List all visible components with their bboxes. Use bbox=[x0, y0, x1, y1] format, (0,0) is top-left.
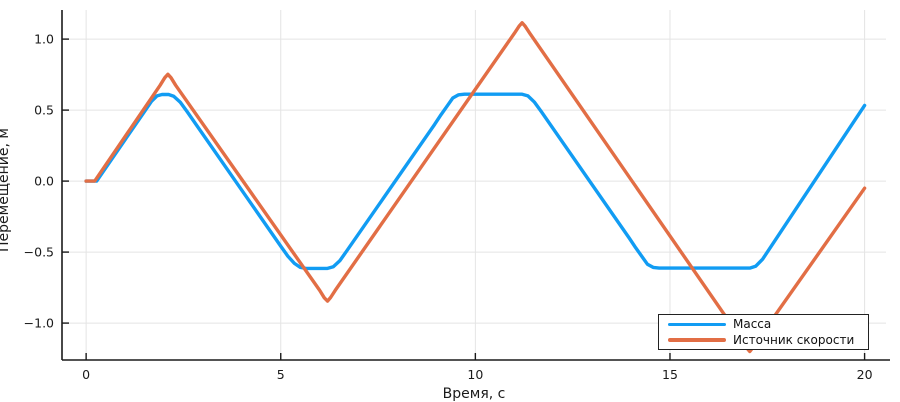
legend-item-massa: Масса bbox=[668, 317, 862, 332]
x-tick-label: 20 bbox=[857, 367, 873, 382]
x-tick-label: 15 bbox=[662, 367, 678, 382]
legend-item-velocity-source: Источник скорости bbox=[668, 333, 862, 348]
legend-swatch-massa bbox=[668, 322, 726, 326]
y-tick-label: −0.5 bbox=[24, 245, 54, 260]
x-axis-label: Время, с bbox=[442, 386, 506, 402]
x-tick-label: 10 bbox=[467, 367, 483, 382]
gridlines bbox=[62, 10, 886, 360]
x-tick-label: 5 bbox=[277, 367, 285, 382]
legend: Масса Источник скорости bbox=[658, 314, 869, 350]
x-tick-label: 0 bbox=[82, 367, 90, 382]
legend-swatch-velocity-source bbox=[668, 338, 726, 342]
y-axis-label: Перемещение, м bbox=[0, 128, 12, 252]
legend-label-massa: Масса bbox=[733, 317, 772, 332]
legend-label-velocity-source: Источник скорости bbox=[733, 332, 855, 347]
axes bbox=[61, 10, 890, 361]
y-tick-label: 0.0 bbox=[34, 174, 54, 189]
y-tick-label: 0.5 bbox=[34, 103, 54, 118]
tick-labels: 0 5 10 15 20 −1.0 −0.5 0.0 0.5 1.0 bbox=[24, 32, 873, 382]
series-line-0 bbox=[84, 92, 867, 271]
y-tick-label: 1.0 bbox=[34, 32, 54, 47]
y-tick-label: −1.0 bbox=[24, 316, 54, 331]
